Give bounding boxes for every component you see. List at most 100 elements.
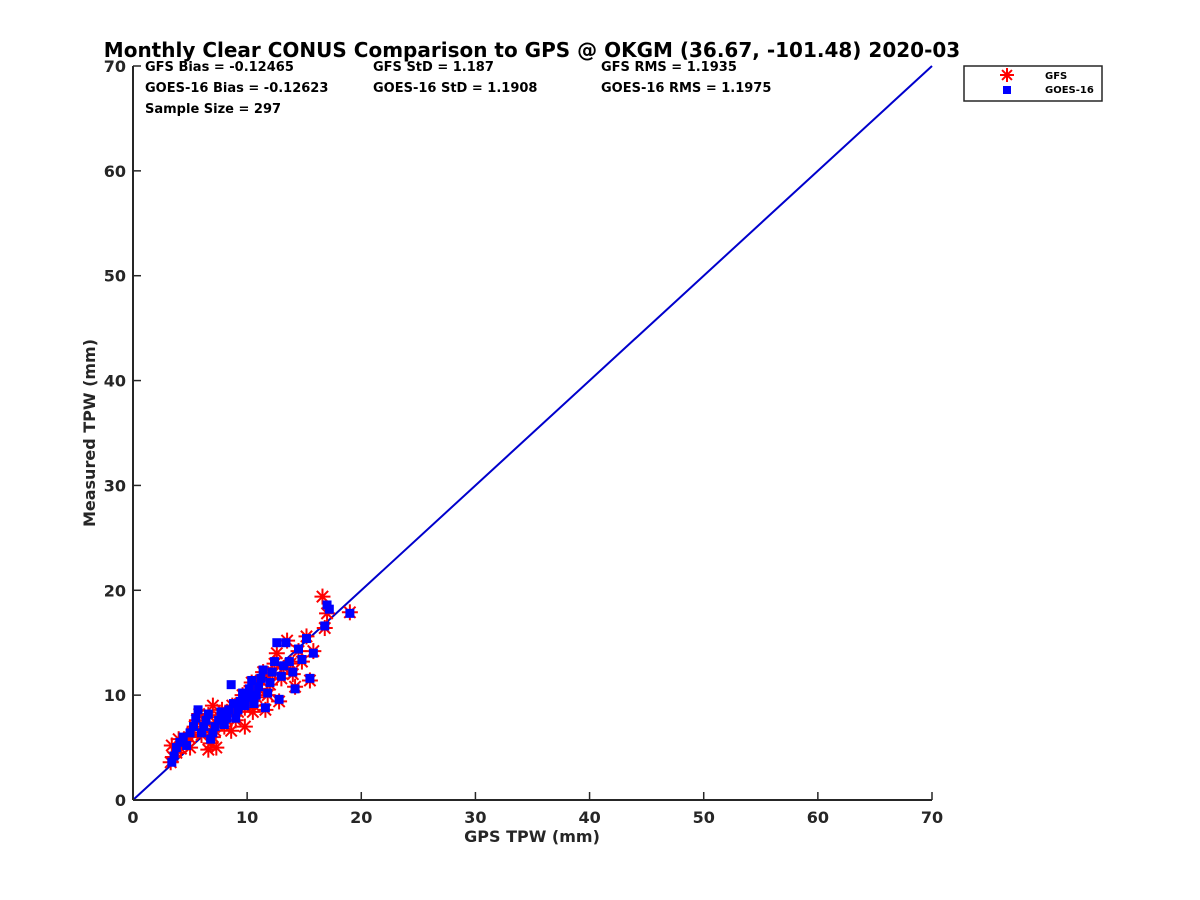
goes-16-point <box>171 743 181 753</box>
goes-16-point <box>274 694 284 704</box>
stat-gfs-rms: GFS RMS = 1.1935 <box>601 60 737 75</box>
goes-16-point <box>254 682 264 692</box>
y-tick-label: 70 <box>104 57 126 76</box>
goes-16-point <box>251 690 261 700</box>
goes-16-point <box>246 690 256 700</box>
chart-title: Monthly Clear CONUS Comparison to GPS @ … <box>104 38 960 62</box>
goes-16-point <box>279 661 289 671</box>
goes-16-point <box>235 696 245 706</box>
goes-16-point <box>231 713 241 723</box>
gfs-point <box>236 718 253 735</box>
goes-16-point <box>249 699 259 709</box>
x-tick-label: 50 <box>693 808 715 827</box>
goes-16-point <box>167 757 177 767</box>
goes-16-point <box>324 604 334 614</box>
goes-16-point <box>203 709 213 719</box>
goes-16-point <box>188 722 198 732</box>
goes-16-point <box>233 705 243 715</box>
goes-16-series <box>167 600 355 767</box>
x-tick-label: 40 <box>578 808 600 827</box>
y-tick-label: 0 <box>115 791 126 810</box>
gfs-point <box>244 703 261 720</box>
legend-goes-16-label: GOES-16 <box>1045 85 1094 96</box>
goes-16-point <box>267 667 277 677</box>
goes-16-point <box>178 732 188 742</box>
goes-16-point <box>222 713 232 723</box>
goes-16-point <box>201 715 211 725</box>
legend-gfs-marker <box>1000 68 1014 82</box>
goes-16-point <box>241 688 251 698</box>
legend-gfs-label: GFS <box>1045 71 1067 82</box>
goes-16-point <box>199 722 209 732</box>
y-tick-label: 60 <box>104 162 126 181</box>
stat-sample-size: Sample Size = 297 <box>145 102 281 117</box>
goes-16-point <box>206 734 216 744</box>
goes-16-point <box>301 634 311 644</box>
goes-16-point <box>169 751 179 761</box>
stat-goes-rms: GOES-16 RMS = 1.1975 <box>601 81 771 96</box>
goes-16-point <box>247 675 257 685</box>
goes-16-point <box>224 705 234 715</box>
gfs-point <box>208 739 225 756</box>
goes-16-point <box>182 740 192 750</box>
goes-16-point <box>320 621 330 631</box>
x-tick-label: 0 <box>127 808 138 827</box>
y-tick-label: 40 <box>104 372 126 391</box>
y-tick-label: 50 <box>104 267 126 286</box>
stat-gfs-bias: GFS Bias = -0.12465 <box>145 60 294 75</box>
goes-16-point <box>196 728 206 738</box>
goes-16-point <box>270 657 280 667</box>
x-tick-label: 10 <box>236 808 258 827</box>
goes-16-point <box>272 638 282 648</box>
x-tick-label: 30 <box>464 808 486 827</box>
goes-16-point <box>288 667 298 677</box>
gfs-point <box>200 741 217 758</box>
stat-gfs-std: GFS StD = 1.187 <box>373 60 494 75</box>
goes-16-point <box>345 608 355 618</box>
goes-16-point <box>281 638 291 648</box>
y-tick-label: 30 <box>104 476 126 495</box>
goes-16-point <box>256 673 266 683</box>
goes-16-point <box>228 699 238 709</box>
goes-16-point <box>263 688 273 698</box>
x-tick-label: 60 <box>807 808 829 827</box>
goes-16-point <box>276 671 286 681</box>
goes-16-point <box>290 684 300 694</box>
y-tick-label: 20 <box>104 581 126 600</box>
goes-16-point <box>185 728 195 738</box>
one-to-one-line <box>132 65 933 801</box>
legend-box <box>963 65 1103 102</box>
goes-16-point <box>216 707 226 717</box>
goes-16-point <box>305 673 315 683</box>
gfs-point <box>223 722 240 739</box>
stat-goes-std: GOES-16 StD = 1.1908 <box>373 81 537 96</box>
goes-16-point <box>284 657 294 667</box>
goes-16-point <box>214 715 224 725</box>
goes-16-point <box>308 648 318 658</box>
goes-16-point <box>210 722 220 732</box>
goes-16-point <box>193 705 203 715</box>
goes-16-point <box>260 703 270 713</box>
goes-16-point <box>226 680 236 690</box>
goes-16-point <box>240 701 250 711</box>
goes-16-point <box>258 665 268 675</box>
stat-goes-bias: GOES-16 Bias = -0.12623 <box>145 81 328 96</box>
goes-16-point <box>294 644 304 654</box>
x-axis-label: GPS TPW (mm) <box>464 827 600 846</box>
goes-16-point <box>208 728 218 738</box>
x-tick-label: 20 <box>350 808 372 827</box>
legend: GFS GOES-16 <box>963 65 1103 102</box>
goes-16-point <box>191 713 201 723</box>
goes-16-point <box>265 678 275 688</box>
legend-goes-16-marker <box>1003 86 1011 94</box>
goes-16-point <box>219 720 229 730</box>
y-tick-label: 10 <box>104 686 126 705</box>
x-tick-label: 70 <box>921 808 943 827</box>
legend-gfs-star <box>1000 68 1014 82</box>
y-axis-label: Measured TPW (mm) <box>80 339 99 527</box>
gfs-point <box>314 588 331 605</box>
axis-ticks: 0 10 20 30 40 50 60 70 0 10 20 30 40 50 60 70 <box>104 57 943 827</box>
goes-16-point <box>297 654 307 664</box>
goes-16-point <box>175 737 185 747</box>
